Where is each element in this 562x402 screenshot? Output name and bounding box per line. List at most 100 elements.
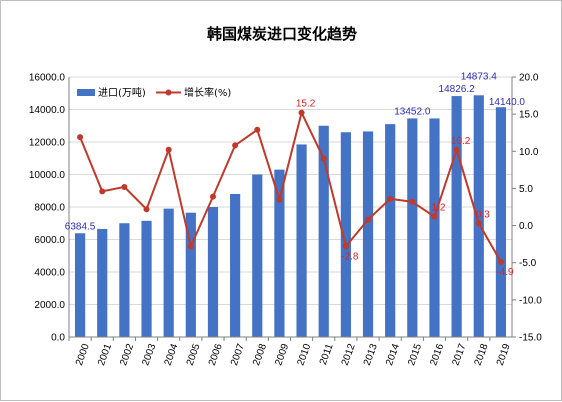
y2-tick-label: 0.0 (519, 221, 533, 232)
x-tick-label: 2010 (295, 342, 313, 367)
y-tick-label: 8000.0 (34, 203, 65, 214)
bar (385, 124, 396, 337)
bar (207, 207, 219, 337)
line-point (276, 196, 283, 203)
y2-tick-label: 5.0 (519, 184, 533, 195)
line-point (99, 188, 106, 195)
y-tick-label: 12000.0 (29, 138, 66, 149)
x-tick-label: 2009 (273, 342, 291, 367)
line-point (77, 134, 84, 141)
bar (495, 107, 507, 337)
x-tick-label: 2017 (451, 342, 469, 367)
bar-data-label: 14873.4 (461, 71, 498, 82)
y2-tick-label: -5.0 (519, 258, 537, 269)
bar-data-label: 13452.0 (394, 106, 431, 117)
y-tick-label: 6000.0 (34, 235, 65, 246)
line-data-label: -4.9 (496, 267, 514, 278)
line-point (232, 142, 239, 149)
legend-swatch-marker (165, 89, 172, 96)
x-tick-label: 2008 (251, 342, 269, 367)
bar (429, 118, 440, 337)
line-point (431, 213, 438, 220)
x-tick-label: 2007 (229, 342, 247, 367)
grid-layer (69, 76, 512, 338)
bar (252, 174, 263, 337)
y-tick-label: 16000.0 (29, 73, 66, 84)
y-tick-label: 0.0 (51, 333, 65, 344)
legend-swatch-bar (77, 89, 95, 96)
y2-tick-label: 15.0 (519, 110, 539, 121)
x-tick-label: 2002 (118, 342, 136, 367)
bar (274, 169, 285, 337)
bar-data-label: 14826.2 (439, 84, 476, 95)
bar (473, 95, 484, 337)
line-data-label: 1.2 (432, 203, 446, 214)
x-tick-label: 2015 (406, 342, 424, 367)
x-tick-label: 2001 (96, 342, 114, 367)
line-point (497, 258, 504, 265)
line-point (143, 206, 150, 213)
line-point (320, 155, 327, 162)
y2-tick-label: -10.0 (519, 295, 542, 306)
bar (340, 132, 351, 337)
x-tick-label: 2019 (495, 342, 513, 367)
x-tick-label: 2016 (428, 342, 446, 367)
bar (141, 220, 152, 337)
line-point (342, 243, 349, 250)
bar (362, 131, 374, 337)
line-data-label: 10.2 (451, 136, 471, 147)
x-tick-label: 2011 (318, 342, 336, 366)
line-layer (77, 109, 504, 265)
line-data-label: 15.2 (296, 99, 316, 110)
x-tick-label: 2000 (74, 342, 92, 367)
x-tick-label: 2014 (384, 342, 402, 367)
chart-legend: 进口(万吨) 增长率(%) (77, 86, 231, 99)
line-point (409, 198, 416, 205)
label-layer: 6384.5 13452.0 14826.2 14873.4 14140.0 15.2 -2… (65, 71, 526, 278)
x-tick-label: 2004 (163, 342, 181, 367)
bar-data-label: 14140.0 (489, 97, 526, 108)
line-point (254, 126, 261, 133)
y-tick-label: 10000.0 (29, 170, 66, 181)
line-point (209, 193, 216, 200)
bar (119, 223, 130, 337)
bar (451, 96, 462, 337)
legend-label-bar: 进口(万吨) (98, 86, 146, 99)
x-tick-label: 2012 (340, 342, 358, 367)
bar (296, 144, 307, 337)
legend-label-line: 增长率(%) (184, 86, 231, 99)
line-point (387, 195, 394, 202)
x-tick-label: 2013 (362, 342, 380, 367)
bar (230, 194, 241, 337)
bar (74, 233, 86, 337)
bar (407, 118, 418, 337)
y-tick-label: 14000.0 (29, 105, 66, 116)
bar (185, 212, 196, 337)
line-point (365, 216, 372, 223)
bar (318, 125, 329, 337)
x-tick-label: 2006 (207, 342, 225, 367)
line-point (298, 109, 305, 116)
line-point (475, 220, 482, 227)
growth-line (79, 109, 502, 263)
y2-tick-label: -15.0 (519, 333, 542, 344)
line-point (187, 243, 194, 250)
line-point (165, 146, 172, 153)
y-tick-label: 2000.0 (34, 300, 65, 311)
line-data-label: 0.3 (476, 209, 490, 220)
chart-title: 韩国煤炭进口变化趋势 (207, 25, 357, 43)
bar (163, 208, 174, 337)
line-point (121, 183, 128, 190)
y2-tick-label: 10.0 (519, 147, 539, 158)
x-tick-label: 2005 (185, 342, 203, 367)
y-tick-label: 4000.0 (34, 268, 65, 279)
line-point (453, 146, 460, 153)
bar-data-label: 6384.5 (65, 221, 96, 232)
line-data-label: -2.8 (341, 251, 359, 262)
x-tick-label: 2018 (473, 342, 491, 367)
bar-layer (74, 95, 507, 337)
x-tick-label: 2003 (140, 342, 158, 367)
y2-tick-label: 20.0 (519, 73, 539, 84)
